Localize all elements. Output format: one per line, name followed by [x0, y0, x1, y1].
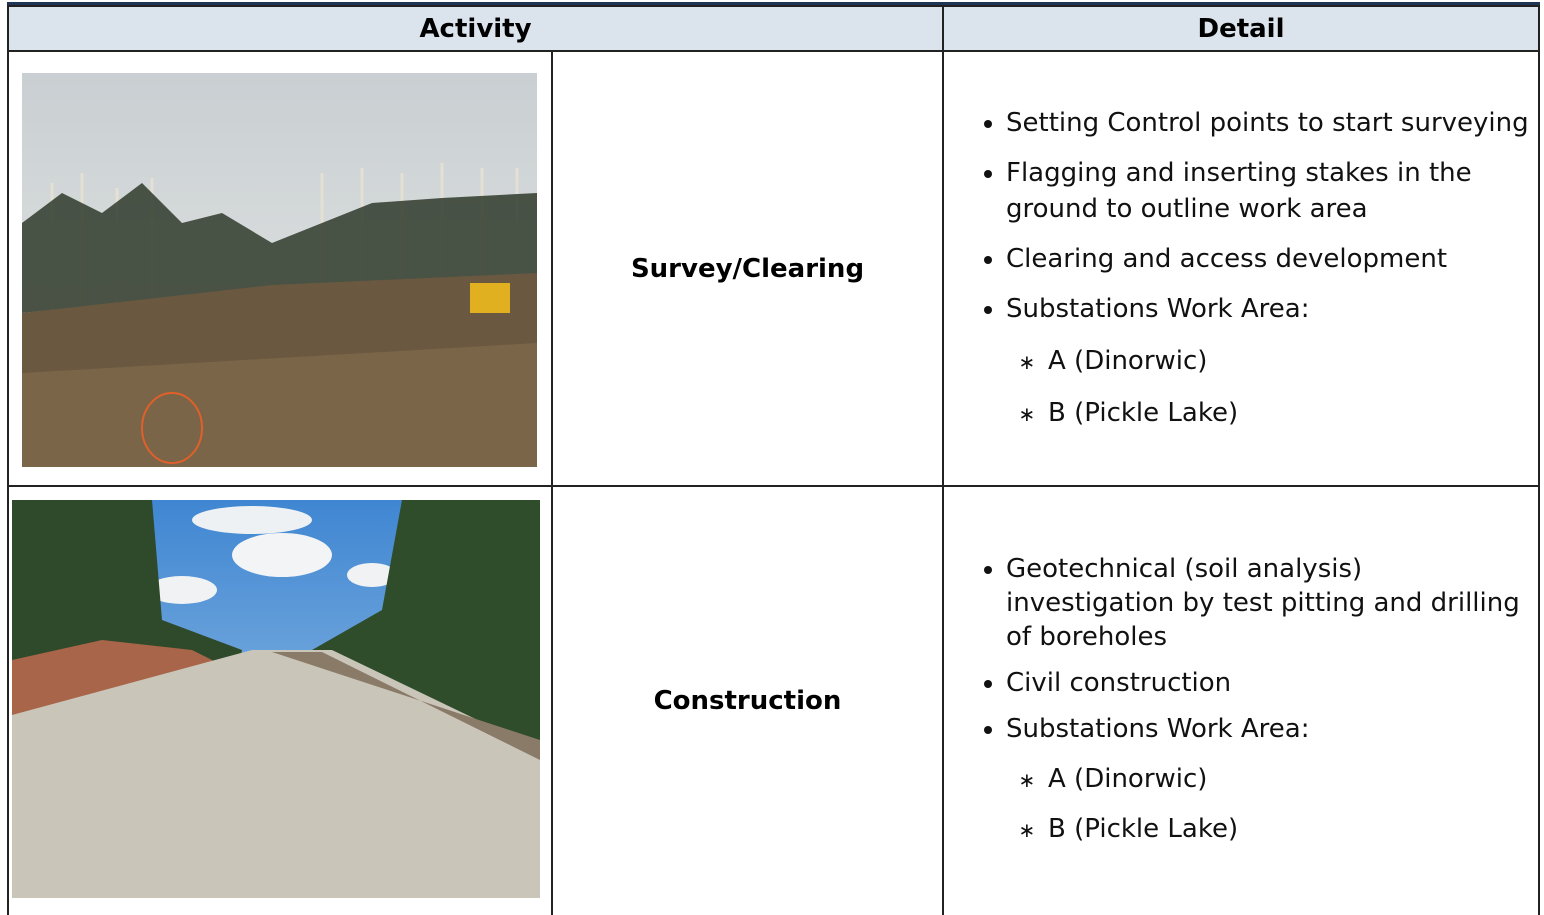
header-activity: Activity — [7, 5, 944, 52]
sub-list: A (Dinorwic) B (Pickle Lake) — [1006, 762, 1530, 846]
detail-cell: Geotechnical (soil analysis) investigati… — [942, 485, 1540, 915]
photo-construction — [12, 500, 540, 898]
detail-list: Setting Control points to start surveyin… — [958, 91, 1530, 447]
sub-text: B (Pickle Lake) — [1048, 814, 1238, 844]
sub-item: A (Dinorwic) — [1048, 343, 1530, 379]
detail-list: Geotechnical (soil analysis) investigati… — [958, 540, 1530, 862]
activity-label: Construction — [654, 686, 842, 716]
sub-item: B (Pickle Lake) — [1048, 395, 1530, 431]
detail-text: Geotechnical (soil analysis) investigati… — [1006, 554, 1520, 652]
detail-item: Clearing and access development — [1006, 241, 1530, 277]
detail-text: Setting Control points to start surveyin… — [1006, 108, 1529, 138]
header-text: Activity — [419, 14, 531, 44]
detail-text: Clearing and access development — [1006, 244, 1447, 274]
activity-cell: Survey/Clearing — [551, 50, 944, 487]
sub-list: A (Dinorwic) B (Pickle Lake) — [1006, 343, 1530, 431]
detail-text: Substations Work Area: — [1006, 714, 1309, 744]
sub-item: B (Pickle Lake) — [1048, 812, 1530, 846]
detail-cell: Setting Control points to start surveyin… — [942, 50, 1540, 487]
detail-item: Flagging and inserting stakes in the gro… — [1006, 155, 1530, 227]
page: Activity Detail Survey/Clearing Construc… — [0, 0, 1544, 909]
detail-text: Substations Work Area: — [1006, 294, 1309, 324]
detail-text: Flagging and inserting stakes in the gro… — [1006, 158, 1472, 224]
sub-text: A (Dinorwic) — [1048, 346, 1207, 376]
detail-item: Geotechnical (soil analysis) investigati… — [1006, 552, 1530, 654]
sub-item: A (Dinorwic) — [1048, 762, 1530, 796]
detail-text: Civil construction — [1006, 668, 1231, 698]
photo-survey — [22, 73, 537, 467]
header-detail: Detail — [942, 5, 1540, 52]
activity-label: Survey/Clearing — [631, 254, 864, 284]
detail-item: Setting Control points to start surveyin… — [1006, 105, 1530, 141]
header-text: Detail — [1197, 14, 1284, 44]
detail-item: Civil construction — [1006, 666, 1530, 700]
activity-cell: Construction — [551, 485, 944, 915]
sub-text: A (Dinorwic) — [1048, 764, 1207, 794]
sub-text: B (Pickle Lake) — [1048, 398, 1238, 428]
detail-item: Substations Work Area: A (Dinorwic) B (Pic… — [1006, 291, 1530, 431]
detail-item: Substations Work Area: A (Dinorwic) B (Pic… — [1006, 712, 1530, 846]
